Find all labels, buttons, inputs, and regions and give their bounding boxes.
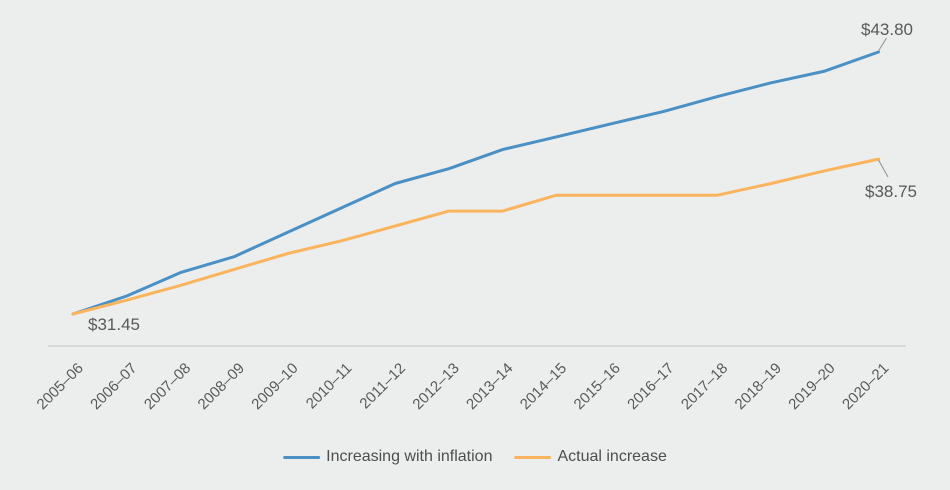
- leader-line-actual: [878, 159, 889, 178]
- x-axis-labels: 2005–06 2006–07 2007–08 2008–09 2009–10 2010–…: [34, 360, 893, 413]
- x-axis-label: 2019–20: [785, 360, 838, 413]
- inflation-line-swatch: [283, 455, 321, 459]
- inflation-end-value-label: $43.80: [861, 20, 913, 39]
- legend-item-inflation[interactable]: Increasing with inflation: [283, 448, 492, 466]
- x-axis-label: 2013–14: [463, 360, 516, 413]
- x-axis-label: 2005–06: [34, 360, 87, 413]
- x-axis-label: 2009–10: [248, 360, 301, 413]
- legend-label-actual: Actual increase: [557, 448, 667, 465]
- x-axis-label: 2008–09: [195, 360, 248, 413]
- start-value-label: $31.45: [88, 315, 140, 334]
- legend-label-inflation: Increasing with inflation: [326, 448, 493, 465]
- x-axis-label: 2014–15: [517, 360, 570, 413]
- actual-end-value-label: $38.75: [865, 182, 917, 201]
- actual-line-swatch: [514, 455, 552, 459]
- x-axis-label: 2011–12: [356, 360, 409, 413]
- x-axis-label: 2018–19: [732, 360, 785, 413]
- legend-item-actual[interactable]: Actual increase: [514, 448, 667, 466]
- series-actual-line[interactable]: [71, 157, 880, 316]
- x-axis-label: 2017–18: [678, 360, 731, 413]
- x-axis-label: 2015–16: [571, 360, 624, 413]
- x-axis-label: 2012–13: [409, 360, 462, 413]
- x-axis-label: 2007–08: [141, 360, 194, 413]
- chart-legend: Increasing with inflation Actual increas…: [283, 448, 667, 466]
- x-axis-label: 2016–17: [624, 360, 677, 413]
- x-axis-label: 2020–21: [839, 360, 892, 413]
- leader-line-inflation: [878, 37, 887, 52]
- series-inflation-line[interactable]: [71, 50, 880, 316]
- x-axis-label: 2006–07: [87, 360, 140, 413]
- x-axis-label: 2010–11: [303, 360, 356, 413]
